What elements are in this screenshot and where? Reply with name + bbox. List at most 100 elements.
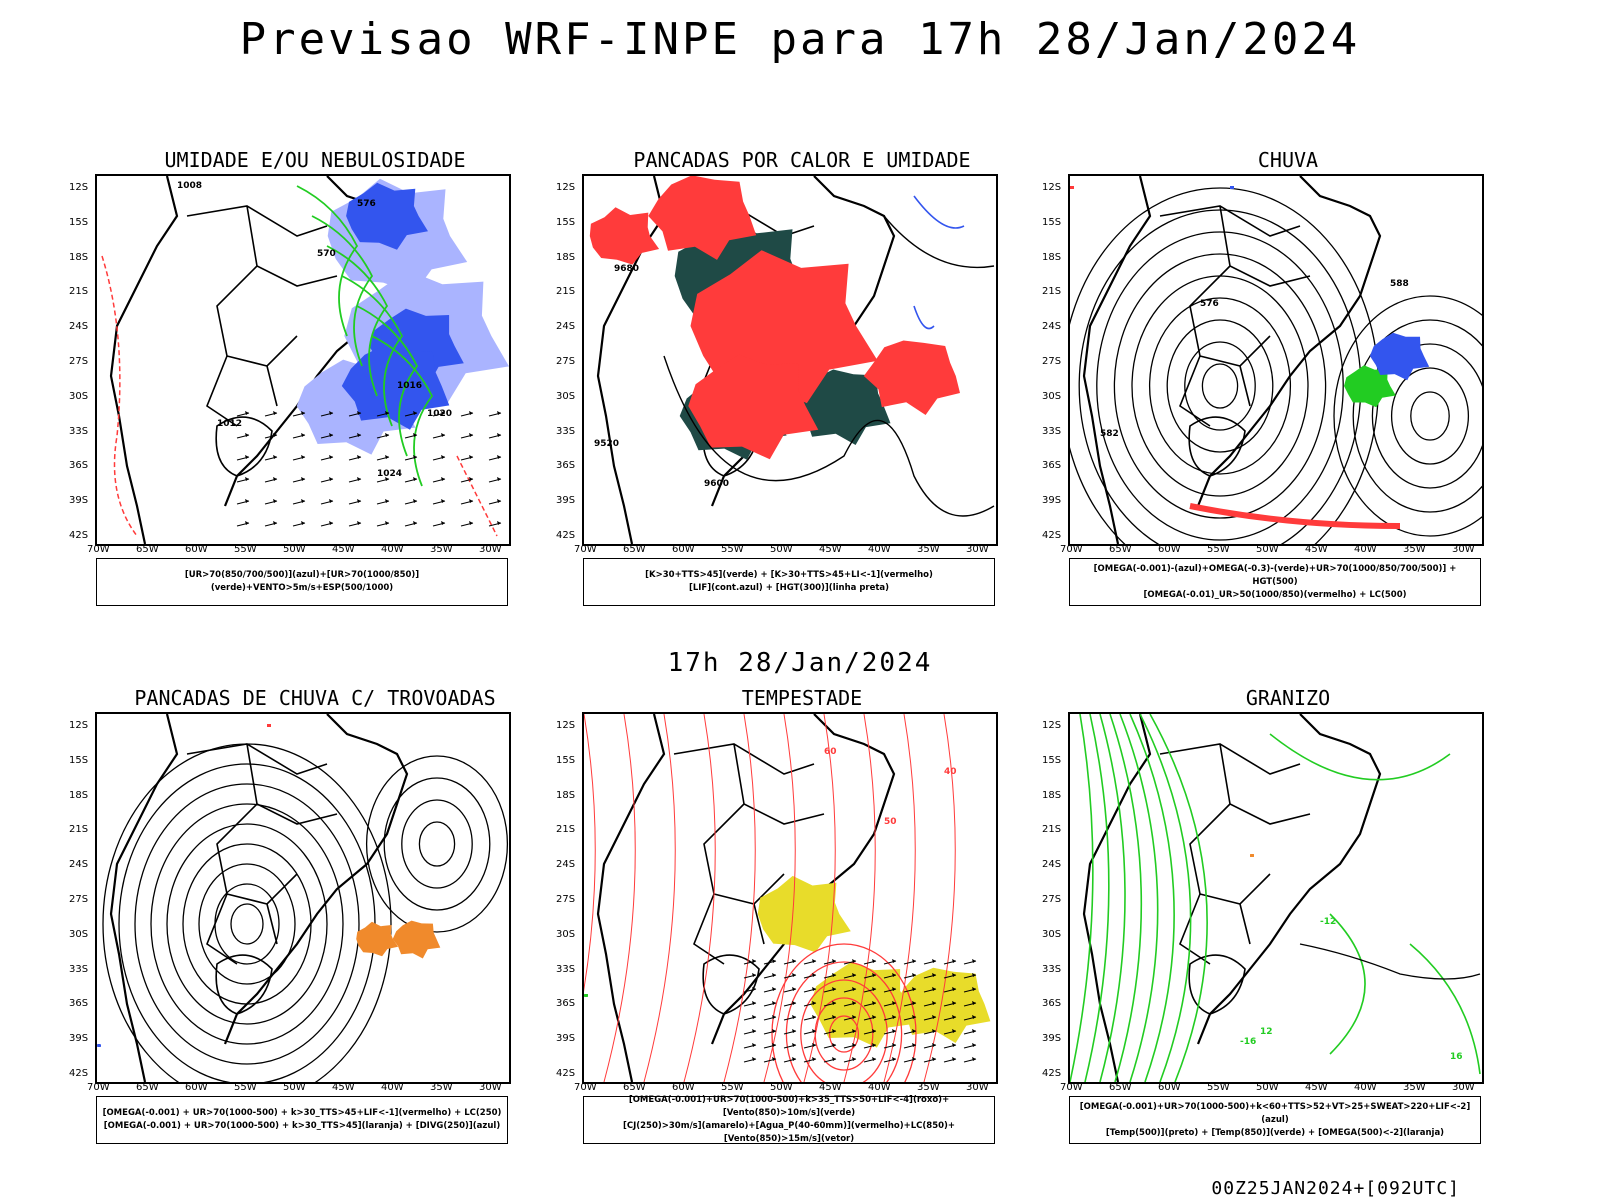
lat-tick-label: 30S <box>69 928 89 940</box>
wind-vector-head <box>812 1001 816 1005</box>
wind-vector-head <box>329 521 333 525</box>
lat-tick-label: 15S <box>556 754 576 766</box>
wind-vector-head <box>892 1029 896 1033</box>
wind-vector-head <box>273 477 277 481</box>
lat-tick-label: 15S <box>69 754 89 766</box>
wind-vector-head <box>832 1029 836 1033</box>
coastline <box>596 714 896 1082</box>
contour-label: 50 <box>884 817 897 827</box>
lon-tick-label: 60W <box>185 544 208 555</box>
lon-tick-label: 50W <box>283 1082 306 1093</box>
temp850-contour <box>1139 714 1192 1082</box>
convection-unstable-area <box>648 176 757 260</box>
lat-tick-label: 24S <box>1042 321 1062 333</box>
uruguay-border <box>215 954 273 1015</box>
hgt500-contour <box>1078 209 1362 544</box>
map-trovoadas[interactable] <box>95 712 511 1084</box>
coastline <box>1082 714 1382 1082</box>
map-umidade[interactable]: 1008 1012 1016 1020 1024 570 576 <box>95 174 511 546</box>
lon-tick-label: 60W <box>672 1082 695 1093</box>
wind-vector-head <box>385 411 389 415</box>
lat-tick-label: 24S <box>1042 859 1062 871</box>
wind-vector-head <box>329 477 333 481</box>
wind-vector-head <box>792 1015 796 1019</box>
map-chuva[interactable]: 582 576 588 <box>1068 174 1484 546</box>
wind-vector-head <box>832 959 836 963</box>
lon-tick-label: 40W <box>868 544 891 555</box>
omega-strong-speck <box>1070 186 1074 189</box>
wind-vector-head <box>812 1043 816 1047</box>
wind-vector-head <box>301 411 305 415</box>
wind-vector-head <box>912 1015 916 1019</box>
wind-vector-head <box>301 477 305 481</box>
lat-tick-label: 21S <box>1042 286 1062 298</box>
wind-vector-head <box>497 411 501 415</box>
lat-tick-label: 18S <box>69 789 89 801</box>
run-info: 00Z25JAN2024+[092UTC] <box>1211 1178 1460 1199</box>
humidity-low-contour <box>311 215 374 367</box>
lon-tick-label: 60W <box>1158 1082 1181 1093</box>
legend-line: [OMEGA(-0.001)+UR>70(1000-500)+k<60+TTS>… <box>1079 1101 1471 1125</box>
precipitable-water-contour <box>763 714 796 1082</box>
wind-vector-head <box>972 1057 976 1061</box>
map-pancadas-calor[interactable]: 9520 9600 9680 <box>582 174 998 546</box>
hgt300-contour <box>663 355 995 517</box>
wind-vector-head <box>413 455 417 459</box>
wind-vector-head <box>952 973 956 977</box>
lon-tick-label: 55W <box>1207 1082 1230 1093</box>
lon-tick-label: 30W <box>479 1082 502 1093</box>
wind-vector-head <box>832 973 836 977</box>
panel-title: PANCADAS DE CHUVA C/ TROVOADAS <box>134 686 496 710</box>
coastline <box>1082 176 1382 544</box>
wind-vector-head <box>357 455 361 459</box>
wind-vector-head <box>932 1015 936 1019</box>
contour-label: 582 <box>1100 429 1119 439</box>
panel-title: UMIDADE E/OU NEBULOSIDADE <box>164 148 466 172</box>
lon-tick-label: 30W <box>479 544 502 555</box>
map-granizo[interactable]: -12 -16 12 16 <box>1068 712 1484 1084</box>
legend-line: [OMEGA(-0.001) + UR>70(1000-500) + k>30_… <box>102 1108 502 1118</box>
coastline <box>109 714 409 1082</box>
lc850-contour <box>828 1015 860 1053</box>
precipitable-water-contour <box>683 714 716 1082</box>
lat-tick-label: 33S <box>556 425 576 437</box>
hgt500-contour <box>1148 297 1292 475</box>
wind-vector-head <box>912 1029 916 1033</box>
streamline-loop <box>166 823 328 1025</box>
panel-title: CHUVA <box>1257 148 1319 172</box>
lif-contour <box>913 195 965 330</box>
wind-vector-head <box>469 521 473 525</box>
temp850-contour <box>1070 714 1094 1082</box>
wind-vector-head <box>497 521 501 525</box>
contour-label: -16 <box>1240 1037 1256 1047</box>
wind-vector-head <box>972 1029 976 1033</box>
panel-title: GRANIZO <box>1245 686 1331 710</box>
lat-tick-label: 18S <box>1042 251 1062 263</box>
lat-tick-label: 33S <box>1042 963 1062 975</box>
state-borders <box>1159 743 1311 965</box>
streamline-loop <box>134 783 360 1065</box>
lat-tick-label: 18S <box>69 251 89 263</box>
lc850-contour <box>800 979 888 1082</box>
wind-vector-head <box>832 1043 836 1047</box>
wind-vector-head <box>497 433 501 437</box>
lon-tick-label: 30W <box>966 1082 989 1093</box>
thunder-mild-area <box>356 921 399 957</box>
wind-vector-head <box>772 1015 776 1019</box>
wind-vector-head <box>413 477 417 481</box>
temp850-contour <box>1129 714 1175 1082</box>
wind-vector-head <box>932 959 936 963</box>
hgt500-contour <box>1371 343 1482 489</box>
lon-tick-label: 35W <box>1403 1082 1426 1093</box>
wind-vector-head <box>245 521 249 525</box>
legend-line: [UR>70(850/700/500)](azul)+[UR>70(1000/8… <box>184 570 420 593</box>
wind-vector-head <box>245 499 249 503</box>
lon-tick-label: 70W <box>87 1082 110 1093</box>
wind-vector-head <box>301 499 305 503</box>
temp850-contour <box>1099 714 1126 1082</box>
map-tempestade[interactable]: 40 50 60 <box>582 712 998 1084</box>
lon-tick-label: 65W <box>1109 1082 1132 1093</box>
lat-tick-label: 12S <box>556 720 576 731</box>
convection-unstable-area <box>688 354 819 460</box>
wind-vector-head <box>792 1001 796 1005</box>
